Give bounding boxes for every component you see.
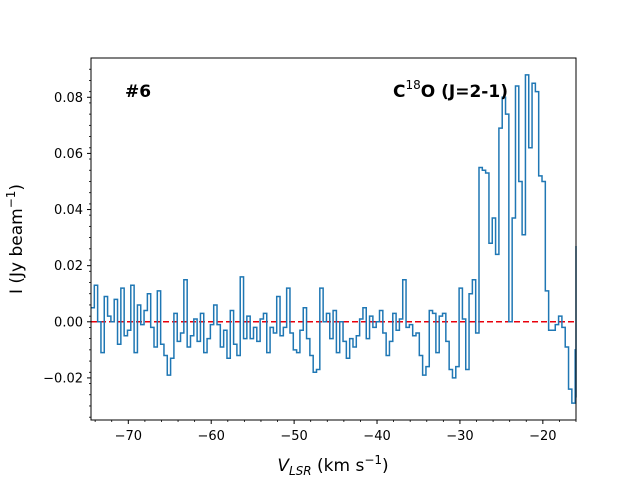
plot-background <box>91 58 576 420</box>
x-tick-label: −50 <box>280 429 307 444</box>
x-tick-label: −30 <box>446 429 473 444</box>
y-tick-label: 0.00 <box>54 315 83 330</box>
x-tick-label: −40 <box>363 429 390 444</box>
x-axis-title: VLSR (km s−1) <box>277 453 388 478</box>
x-tick-label: −60 <box>197 429 224 444</box>
y-tick-label: −0.02 <box>43 371 83 386</box>
y-tick-label: 0.08 <box>54 91 83 106</box>
x-tick-label: −70 <box>115 429 142 444</box>
x-axis-ticks: −70 −60 −50 −40 −30 −20 <box>94 420 577 444</box>
y-tick-label: 0.04 <box>54 203 83 218</box>
source-annotation: #6 <box>125 82 151 102</box>
line-annotation: C18O (J=2-1) <box>393 78 508 102</box>
y-axis-ticks: −0.02 0.00 0.02 0.04 0.06 0.08 <box>43 68 91 418</box>
y-tick-label: 0.06 <box>54 147 83 162</box>
plot-frame <box>90 57 577 421</box>
y-axis-title: I (Jy beam−1) <box>4 184 27 294</box>
x-tick-label: −20 <box>529 429 556 444</box>
y-tick-label: 0.02 <box>54 259 83 274</box>
